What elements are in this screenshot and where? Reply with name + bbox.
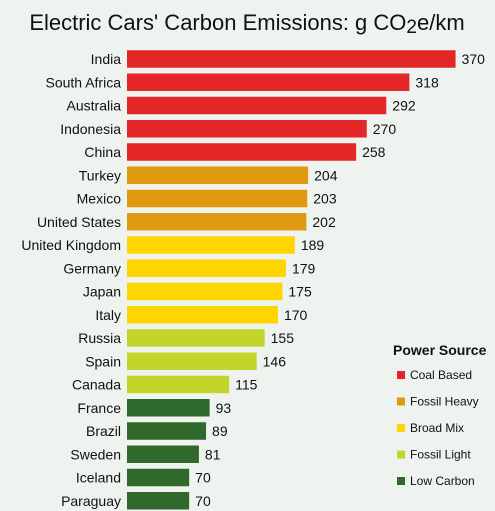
category-label-france: France: [77, 400, 121, 416]
bar-france: [127, 399, 210, 417]
category-label-spain: Spain: [85, 353, 121, 369]
value-label-australia: 292: [392, 98, 416, 114]
value-label-turkey: 204: [314, 167, 338, 183]
value-label-mexico: 203: [313, 191, 337, 207]
bar-united-kingdom: [127, 236, 295, 254]
bar-mexico: [127, 189, 308, 208]
legend: Power Source Coal Based Fossil Heavy Broad…: [393, 342, 487, 488]
chart-title-subscript: 2: [406, 17, 417, 38]
legend-label-coal-based: Coal Based: [410, 368, 472, 382]
value-label-south-africa: 318: [415, 74, 439, 90]
legend-title: Power Source: [393, 342, 487, 358]
bar-indonesia: [127, 120, 367, 138]
legend-swatch-fossil-heavy: [397, 397, 405, 406]
value-label-japan: 175: [288, 284, 312, 300]
bar-china: [127, 143, 357, 161]
bar-japan: [127, 282, 283, 301]
legend-label-fossil-heavy: Fossil Heavy: [410, 395, 479, 409]
category-label-canada: Canada: [72, 377, 121, 393]
value-label-indonesia: 270: [373, 121, 397, 137]
category-label-united-states: United States: [37, 214, 121, 230]
value-label-canada: 115: [235, 377, 258, 393]
legend-label-low-carbon: Low Carbon: [410, 474, 475, 488]
bar-iceland: [127, 468, 190, 487]
category-label-china: China: [84, 144, 121, 160]
category-label-mexico: Mexico: [77, 191, 122, 207]
category-label-indonesia: Indonesia: [60, 121, 121, 137]
value-label-united-states: 202: [312, 214, 336, 230]
bar-brazil: [127, 422, 207, 440]
category-label-india: India: [91, 51, 122, 67]
value-label-india: 370: [462, 51, 486, 67]
category-label-japan: Japan: [83, 284, 121, 300]
bar-india: [127, 50, 456, 68]
value-label-paraguay: 70: [195, 493, 211, 509]
bar-spain: [127, 352, 257, 370]
value-label-brazil: 89: [212, 423, 228, 439]
bar-paraguay: [127, 492, 190, 510]
category-label-united-kingdom: United Kingdom: [21, 237, 121, 253]
bar-south-africa: [127, 73, 410, 91]
chart-title-unit: e/km: [417, 10, 465, 35]
bar-italy: [127, 306, 278, 324]
value-label-italy: 170: [284, 307, 308, 323]
category-label-sweden: Sweden: [70, 446, 121, 462]
bar-united-states: [127, 213, 307, 231]
legend-swatch-broad-mix: [397, 424, 405, 432]
bar-canada: [127, 375, 230, 394]
bars-layer: India 370 South Africa 318 Australia 292 Indon…: [21, 50, 486, 510]
bar-australia: [127, 96, 387, 115]
category-label-germany: Germany: [63, 260, 121, 276]
value-label-germany: 179: [292, 260, 316, 276]
value-label-united-kingdom: 189: [301, 237, 325, 253]
category-label-south-africa: South Africa: [46, 74, 122, 90]
value-label-russia: 155: [271, 330, 295, 346]
category-label-iceland: Iceland: [76, 470, 121, 486]
legend-swatch-coal-based: [397, 371, 405, 379]
legend-swatch-low-carbon: [397, 477, 405, 485]
legend-label-fossil-light: Fossil Light: [410, 448, 471, 462]
bar-sweden: [127, 445, 199, 463]
category-label-turkey: Turkey: [79, 167, 121, 183]
category-label-paraguay: Paraguay: [61, 493, 121, 509]
value-label-spain: 146: [263, 353, 287, 369]
value-label-sweden: 81: [205, 446, 221, 462]
value-label-iceland: 70: [195, 470, 211, 486]
legend-swatch-fossil-light: [397, 450, 405, 459]
bar-turkey: [127, 166, 309, 184]
chart-title-main: Electric Cars' Carbon Emissions: g CO: [29, 10, 406, 35]
value-label-china: 258: [362, 144, 386, 160]
legend-label-broad-mix: Broad Mix: [410, 421, 464, 435]
value-label-france: 93: [216, 400, 232, 416]
category-label-brazil: Brazil: [86, 423, 121, 439]
category-label-italy: Italy: [95, 307, 121, 323]
category-label-australia: Australia: [67, 98, 122, 114]
bar-germany: [127, 259, 286, 277]
category-label-russia: Russia: [78, 330, 121, 346]
chart-title: Electric Cars' Carbon Emissions: g CO2e/…: [29, 10, 464, 38]
bar-russia: [127, 329, 265, 347]
